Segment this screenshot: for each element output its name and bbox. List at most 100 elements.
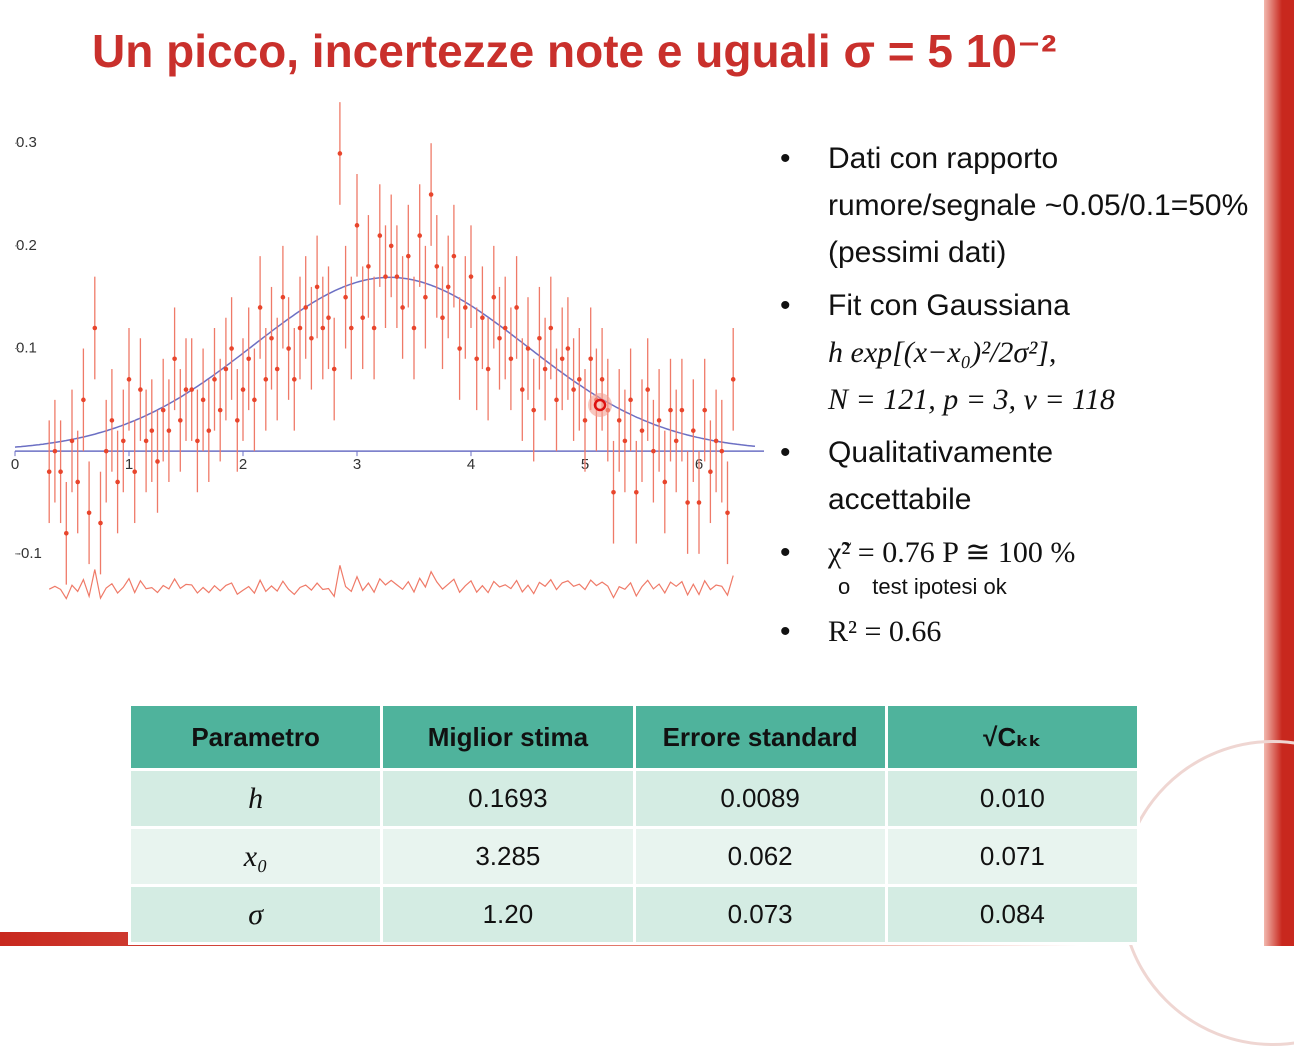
bullet: Qualitativamente accettabile	[780, 429, 1250, 523]
data-point	[588, 356, 593, 362]
table-cell: 0.073	[632, 884, 888, 945]
data-point	[263, 377, 269, 382]
data-point	[730, 377, 736, 382]
data-point	[166, 428, 172, 433]
data-point	[206, 428, 212, 433]
data-point	[58, 469, 63, 475]
data-point	[440, 315, 445, 321]
data-point	[240, 387, 246, 392]
data-point	[354, 223, 360, 228]
data-point	[274, 366, 280, 372]
header-cell: Parametro	[127, 703, 384, 771]
header-cell: Miglior stima	[380, 703, 636, 771]
data-point	[229, 346, 234, 351]
bullet-text: rumore/segnale ~0.05/0.1=50%	[828, 189, 1249, 222]
data-point	[383, 274, 388, 279]
bullet-list: Dati con rapporto rumore/segnale ~0.05/0…	[780, 135, 1250, 661]
data-point	[103, 448, 109, 454]
data-point	[599, 377, 605, 382]
table-row: x₀ 3.285 0.062 0.071	[127, 826, 1141, 887]
data-point	[713, 438, 719, 444]
data-point	[565, 346, 571, 351]
data-point	[149, 428, 155, 433]
data-point	[491, 294, 497, 300]
data-point	[326, 315, 331, 321]
seal-watermark	[1120, 740, 1294, 1046]
data-point	[81, 397, 86, 403]
table-cell: 0.010	[884, 768, 1141, 829]
data-point	[377, 233, 383, 238]
data-point	[451, 253, 457, 259]
x-tick-label: 2	[239, 456, 247, 473]
data-point	[155, 459, 160, 464]
data-point	[200, 397, 206, 403]
table-cell: 0.084	[884, 884, 1141, 945]
data-point	[217, 407, 223, 413]
data-point	[497, 335, 502, 341]
x-tick-label: 0	[11, 456, 19, 473]
data-point	[525, 346, 531, 351]
data-point	[183, 387, 189, 392]
data-point	[685, 500, 690, 505]
bullet: χ̃² = 0.76 P ≅ 100 % test ipotesi ok	[780, 529, 1250, 602]
data-point	[360, 315, 366, 321]
data-point	[628, 397, 633, 403]
data-point	[679, 407, 685, 413]
table-cell: 0.071	[884, 826, 1141, 887]
data-point	[280, 294, 286, 300]
x-tick-label: 3	[353, 456, 361, 473]
formula: h exp[(x−x₀)²/2σ²],	[828, 336, 1057, 369]
data-point	[286, 346, 291, 351]
data-point	[571, 387, 576, 392]
data-point	[508, 356, 514, 362]
table-cell: 0.062	[632, 826, 888, 887]
table-cell: 0.1693	[380, 768, 636, 829]
data-point	[691, 428, 696, 433]
residuals-line	[48, 565, 734, 600]
header-row: Parametro Miglior stima Errore standard …	[127, 703, 1141, 771]
data-point	[468, 274, 474, 279]
data-point	[309, 335, 314, 341]
data-point	[126, 377, 132, 382]
header-cell: Errore standard	[632, 703, 888, 771]
data-point	[189, 387, 194, 392]
formula: R² = 0.66	[828, 615, 942, 648]
data-point	[559, 356, 565, 362]
cursor-dot	[593, 398, 607, 412]
data-point	[554, 397, 559, 403]
table-cell: 0.0089	[632, 768, 888, 829]
cursor-halo	[588, 393, 612, 417]
data-point	[634, 489, 639, 495]
data-point	[611, 489, 616, 495]
data-point	[474, 356, 480, 362]
data-point	[269, 335, 274, 341]
data-point	[708, 469, 713, 475]
data-point	[257, 305, 263, 310]
data-point	[86, 510, 92, 516]
bullet: Fit con Gaussiana h exp[(x−x₀)²/2σ²], N …	[780, 282, 1250, 423]
y-tick-label: 0.3	[16, 134, 37, 151]
slide: Un picco, incertezze note e uguali σ = 5…	[0, 0, 1294, 946]
data-point	[656, 418, 662, 423]
data-point	[428, 192, 434, 197]
formula: N = 121, p = 3, ν = 118	[828, 383, 1115, 416]
data-point	[246, 356, 251, 362]
x-tick-label: 4	[467, 456, 475, 473]
data-point	[98, 520, 103, 526]
data-point	[502, 325, 508, 331]
data-point	[92, 325, 98, 331]
data-point	[514, 305, 519, 310]
data-point	[463, 305, 468, 310]
bullet-text: Dati con rapporto	[828, 142, 1059, 175]
data-point	[69, 438, 75, 444]
data-point	[349, 325, 354, 331]
data-point	[371, 325, 377, 331]
data-point	[480, 315, 485, 321]
data-point	[252, 397, 257, 403]
data-point	[292, 377, 297, 382]
data-point	[46, 469, 52, 475]
data-point	[725, 510, 730, 516]
data-point	[400, 305, 405, 310]
data-point	[668, 407, 673, 413]
data-point	[394, 274, 400, 279]
